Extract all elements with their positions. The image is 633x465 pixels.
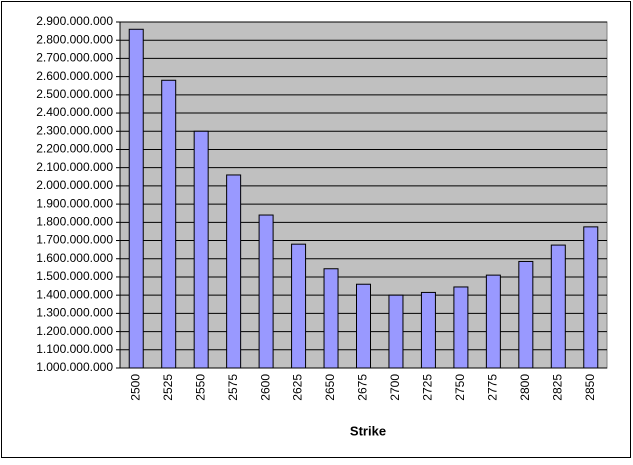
x-tick-label: 2625: [291, 374, 305, 401]
bar: [226, 174, 242, 369]
bar: [193, 130, 209, 369]
y-tick-label: 2.800.000.000: [36, 32, 113, 46]
y-tick-label: 1.700.000.000: [36, 233, 113, 247]
y-tick-label: 1.500.000.000: [36, 269, 113, 283]
x-tick-label: 2500: [128, 374, 142, 401]
y-tick-label: 1.100.000.000: [36, 342, 113, 356]
bar: [161, 79, 177, 369]
y-tick-label: 2.200.000.000: [36, 142, 113, 156]
bar: [518, 260, 534, 369]
y-tick-label: 2.300.000.000: [36, 123, 113, 137]
y-tick-label: 1.900.000.000: [36, 196, 113, 210]
y-tick-label: 1.300.000.000: [36, 306, 113, 320]
x-tick-label: 2600: [258, 374, 272, 401]
bar: [291, 243, 307, 369]
y-tick-label: 2.100.000.000: [36, 160, 113, 174]
y-tick-label: 2.700.000.000: [36, 51, 113, 65]
bar: [128, 28, 144, 369]
x-tick-label: 2650: [323, 374, 337, 401]
x-tick-label: 2800: [518, 374, 532, 401]
y-tick-label: 1.400.000.000: [36, 287, 113, 301]
y-tick-label: 2.900.000.000: [36, 14, 113, 28]
y-tick-label: 1.800.000.000: [36, 214, 113, 228]
bar: [485, 274, 501, 369]
bar: [420, 291, 436, 369]
y-tick-label: 2.400.000.000: [36, 105, 113, 119]
x-tick-label: 2700: [388, 374, 402, 401]
x-tick-label: 2825: [550, 374, 564, 401]
x-tick-label: 2750: [453, 374, 467, 401]
bar: [388, 294, 404, 369]
x-axis-title: Strike: [350, 423, 386, 438]
x-tick-label: 2525: [161, 374, 175, 401]
bar: [323, 268, 339, 369]
x-tick-label: 2725: [421, 374, 435, 401]
y-tick-label: 1.600.000.000: [36, 251, 113, 265]
y-tick-label: 2.500.000.000: [36, 87, 113, 101]
y-tick-label: 2.000.000.000: [36, 178, 113, 192]
x-tick-label: 2775: [486, 374, 500, 401]
x-tick-label: 2575: [226, 374, 240, 401]
bar: [258, 214, 274, 369]
bar: [356, 283, 371, 369]
x-tick-label: 2675: [356, 374, 370, 401]
y-tick-label: 1.000.000.000: [36, 360, 113, 374]
y-tick-label: 1.200.000.000: [36, 324, 113, 338]
x-tick-label: 2550: [193, 374, 207, 401]
bar: [550, 244, 566, 369]
y-tick-label: 2.600.000.000: [36, 69, 113, 83]
x-tick-label: 2850: [583, 374, 597, 401]
bar: [453, 286, 469, 369]
bar: [583, 226, 599, 369]
